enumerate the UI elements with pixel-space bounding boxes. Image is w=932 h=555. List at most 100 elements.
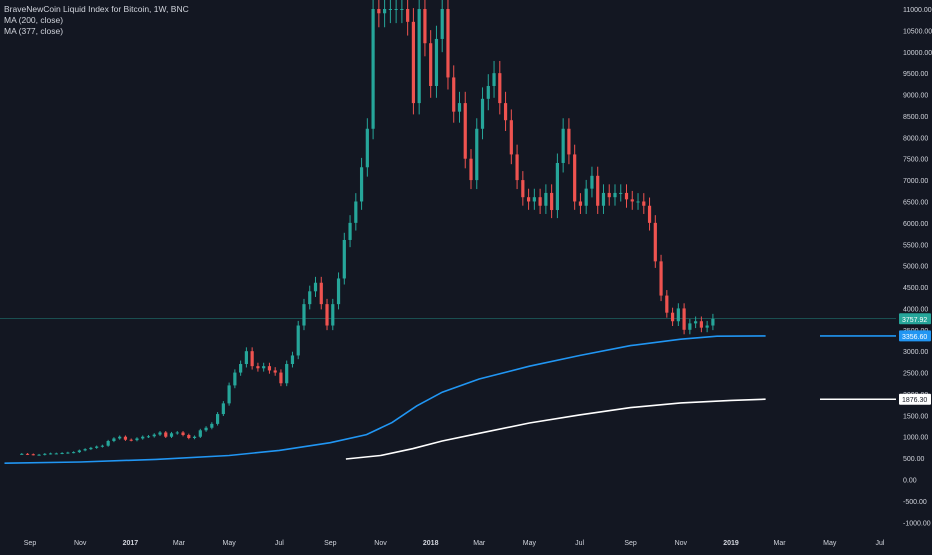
candle-body — [440, 9, 444, 39]
last-price-label-bg — [899, 313, 931, 325]
symbol-title[interactable]: BraveNewCoin Liquid Index for Bitcoin, 1… — [4, 4, 189, 14]
y-tick-label: 1000.00 — [903, 435, 928, 442]
candle-body — [388, 9, 392, 10]
candle-body — [665, 295, 669, 313]
candle-body — [619, 192, 623, 194]
candle-body — [267, 366, 272, 371]
candle-body — [331, 304, 335, 326]
candle-body — [100, 445, 105, 447]
candle-body — [509, 120, 513, 155]
candle-body — [342, 239, 346, 279]
ma377-value-label: 1876.30 — [902, 397, 927, 404]
candle-body — [123, 436, 128, 440]
candle-body — [532, 197, 536, 202]
ma377-legend-label[interactable]: MA (377, close) — [4, 26, 64, 36]
candle-body — [596, 175, 600, 206]
x-tick-label: Mar — [774, 540, 787, 547]
candle-body — [383, 9, 387, 14]
candle-body — [37, 454, 41, 456]
y-tick-label: 5500.00 — [903, 242, 928, 249]
candle-body — [158, 432, 162, 435]
candle-body — [336, 278, 341, 305]
candle-body — [406, 9, 410, 22]
candle-body — [43, 453, 47, 455]
candle-body — [221, 403, 225, 415]
candle-body — [273, 370, 277, 373]
x-tick-label: Sep — [624, 540, 637, 547]
candle-body — [492, 73, 496, 86]
candle-body — [319, 282, 323, 305]
candle-body — [457, 103, 462, 112]
candle-body — [72, 452, 76, 454]
candle-body — [613, 192, 617, 198]
candle-body — [365, 128, 369, 168]
x-tick-label: Jul — [275, 540, 284, 547]
candle-body — [95, 446, 99, 448]
ma200-value-label: 3356.60 — [902, 334, 927, 341]
candle-body — [480, 98, 485, 129]
candle-body — [164, 432, 168, 437]
candle-body — [262, 366, 266, 369]
y-tick-label: 10500.00 — [903, 28, 932, 35]
x-tick-label: Mar — [173, 540, 186, 547]
candle-body — [348, 222, 352, 240]
candle-body — [469, 158, 473, 181]
y-tick-label: 2500.00 — [903, 371, 928, 378]
candle-body — [423, 9, 427, 44]
candle-body — [503, 103, 508, 121]
candle-body — [325, 304, 329, 326]
y-tick-label: 9500.00 — [903, 71, 928, 78]
candle-body — [66, 452, 70, 454]
x-tick-label: Sep — [24, 540, 37, 547]
candle-body — [227, 385, 231, 404]
y-tick-label: 4500.00 — [903, 285, 928, 292]
candle-body — [475, 128, 479, 181]
y-tick-label: 500.00 — [903, 456, 925, 463]
candle-body — [233, 372, 237, 386]
candle-body — [590, 175, 594, 189]
candle-body — [20, 453, 24, 455]
candle-body — [653, 222, 657, 262]
candle-body — [244, 351, 248, 365]
x-tick-label: 2019 — [723, 540, 739, 547]
candle-body — [239, 364, 243, 373]
candle-body — [624, 192, 629, 200]
candle-body — [561, 128, 565, 163]
ma200-legend-label[interactable]: MA (200, close) — [4, 15, 64, 25]
y-tick-label: 11000.00 — [903, 7, 932, 14]
candle-body — [354, 201, 358, 223]
y-tick-label: 8000.00 — [903, 135, 928, 142]
x-tick-label: Nov — [374, 540, 387, 547]
candle-body — [567, 128, 571, 155]
x-tick-label: Nov — [675, 540, 688, 547]
candle-body — [526, 197, 531, 202]
ma200-value-label-bg — [899, 330, 931, 342]
ma377-line — [345, 398, 766, 460]
candle-body — [463, 103, 467, 159]
candle-body — [215, 414, 220, 424]
candle-body — [89, 447, 93, 450]
candle-body — [647, 205, 652, 223]
ma377-value-label-bg — [899, 393, 931, 405]
y-tick-label: 7000.00 — [903, 178, 928, 185]
candle-body — [54, 453, 58, 455]
y-tick-label: 4000.00 — [903, 306, 928, 313]
candle-body — [146, 436, 151, 438]
candle-body — [555, 162, 559, 211]
x-tick-label: Mar — [473, 540, 486, 547]
candle-body — [400, 9, 404, 10]
candle-body — [83, 449, 87, 451]
candle-body — [152, 434, 156, 437]
x-tick-label: Sep — [324, 540, 337, 547]
y-tick-label: 10000.00 — [903, 50, 932, 57]
candle-body — [417, 9, 421, 104]
candle-body — [210, 423, 214, 428]
candle-body — [31, 454, 35, 456]
candle-body — [279, 372, 283, 384]
x-tick-label: 2018 — [423, 540, 439, 547]
candle-body — [429, 43, 433, 86]
candle-body — [181, 432, 185, 436]
candle-body — [204, 427, 208, 431]
